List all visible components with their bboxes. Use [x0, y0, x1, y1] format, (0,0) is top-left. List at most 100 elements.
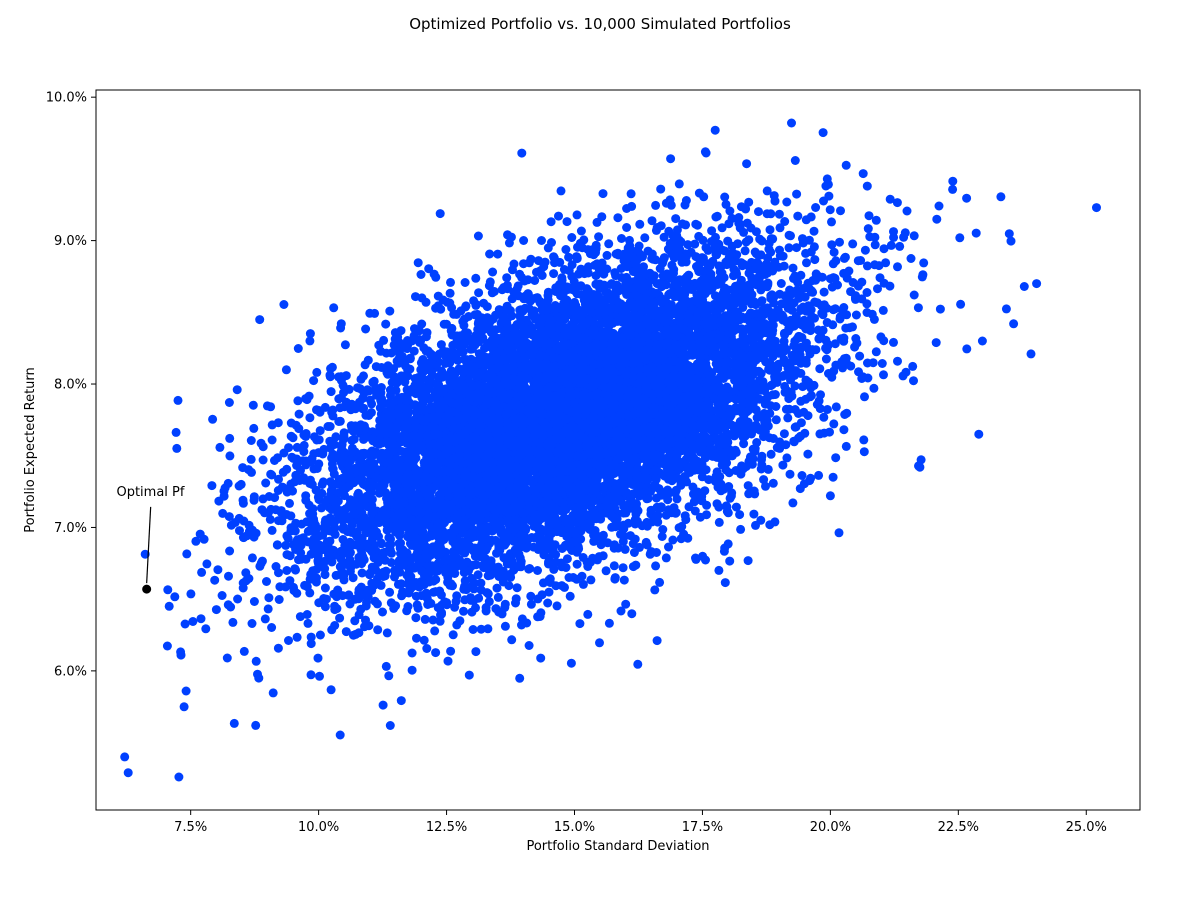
- data-point: [248, 400, 258, 410]
- data-point: [721, 199, 731, 209]
- data-point: [755, 234, 765, 244]
- data-point: [892, 198, 902, 208]
- data-point: [476, 578, 486, 588]
- data-point: [315, 407, 325, 417]
- data-point: [640, 233, 650, 243]
- data-point: [197, 567, 207, 577]
- data-point: [792, 243, 801, 253]
- data-point: [674, 179, 684, 189]
- data-point: [493, 249, 503, 259]
- scatter-points: [120, 118, 1101, 782]
- data-point: [258, 494, 268, 504]
- data-point: [831, 402, 841, 412]
- data-point: [460, 278, 470, 287]
- data-point: [431, 648, 441, 658]
- data-point: [295, 612, 305, 622]
- data-point: [839, 425, 849, 435]
- data-point: [948, 176, 958, 186]
- data-point: [803, 449, 813, 459]
- data-point: [765, 408, 775, 418]
- data-point: [251, 656, 261, 666]
- data-point: [655, 577, 665, 587]
- data-point: [430, 626, 440, 636]
- data-point: [828, 472, 838, 482]
- data-point: [258, 455, 268, 465]
- data-point: [576, 226, 586, 236]
- data-point: [385, 721, 395, 730]
- data-point: [913, 303, 923, 313]
- data-point: [831, 453, 841, 463]
- data-point: [467, 607, 477, 617]
- data-point: [471, 273, 481, 283]
- data-point: [340, 340, 350, 350]
- data-point: [188, 617, 198, 626]
- data-point: [315, 630, 325, 640]
- data-point: [224, 571, 233, 581]
- data-point: [378, 607, 387, 617]
- data-point: [468, 625, 478, 634]
- data-point: [416, 270, 426, 279]
- data-point: [762, 186, 772, 196]
- data-point: [842, 273, 852, 283]
- data-point: [578, 579, 588, 589]
- data-point: [305, 336, 315, 346]
- data-point: [691, 219, 701, 229]
- data-point: [536, 653, 546, 663]
- data-point: [208, 414, 218, 424]
- data-point: [331, 432, 341, 442]
- data-point: [871, 347, 881, 357]
- data-point: [622, 223, 632, 232]
- data-point: [860, 245, 870, 255]
- data-point: [712, 211, 722, 221]
- data-point: [381, 319, 391, 329]
- data-point: [186, 589, 196, 599]
- data-point: [736, 469, 746, 479]
- data-point: [556, 186, 566, 196]
- data-point: [779, 429, 789, 439]
- data-point: [811, 203, 821, 212]
- data-point: [354, 610, 364, 620]
- data-point: [619, 575, 629, 585]
- data-point: [775, 289, 785, 299]
- data-point: [919, 258, 929, 268]
- data-point: [488, 267, 498, 277]
- data-point: [191, 536, 201, 546]
- data-point: [561, 245, 571, 254]
- data-point: [610, 268, 620, 278]
- data-point: [819, 428, 829, 438]
- data-point: [543, 598, 553, 608]
- data-point: [633, 659, 643, 669]
- data-point: [908, 361, 918, 371]
- data-point: [782, 197, 792, 207]
- data-point: [566, 658, 576, 668]
- data-point: [370, 308, 380, 318]
- data-point: [526, 591, 536, 601]
- data-point: [784, 243, 794, 253]
- data-point: [806, 473, 816, 483]
- data-point: [768, 478, 778, 488]
- data-point: [841, 160, 851, 170]
- data-point: [179, 702, 189, 712]
- data-point: [235, 526, 244, 536]
- data-point: [446, 277, 455, 287]
- data-point: [264, 593, 274, 603]
- data-point: [473, 231, 483, 241]
- data-point: [749, 486, 759, 496]
- data-point: [879, 244, 889, 254]
- data-point: [793, 211, 803, 221]
- data-point: [875, 273, 885, 283]
- data-point: [765, 225, 775, 235]
- data-point: [797, 471, 807, 480]
- data-point: [285, 498, 294, 508]
- data-point: [305, 413, 315, 423]
- data-point: [956, 299, 966, 309]
- data-point: [258, 442, 268, 452]
- data-point: [407, 648, 417, 658]
- data-point: [474, 288, 484, 298]
- data-point: [546, 217, 556, 227]
- data-point: [598, 189, 608, 199]
- data-point: [766, 209, 776, 219]
- data-point: [225, 546, 235, 556]
- data-point: [217, 591, 227, 600]
